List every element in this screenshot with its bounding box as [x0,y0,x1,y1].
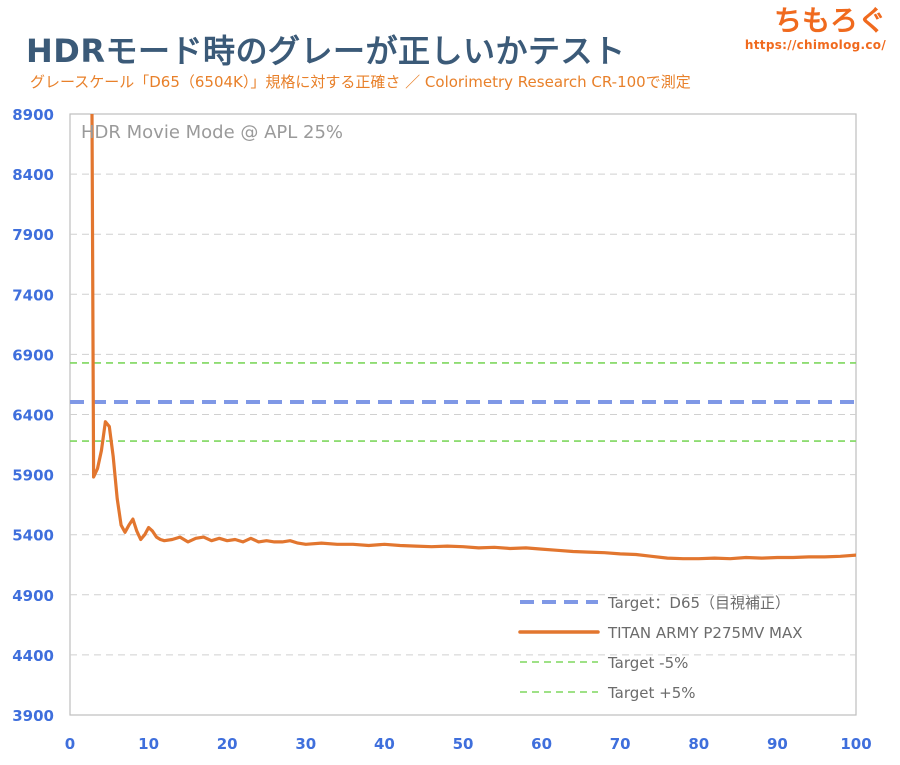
series-line-1 [90,114,856,561]
y-tick-label: 5900 [12,467,54,485]
brand-name: ちもろぐ [773,4,886,37]
y-tick-label: 5400 [12,527,54,545]
x-tick-label: 60 [531,735,552,753]
x-tick-label: 90 [767,735,788,753]
x-tick-label: 80 [688,735,709,753]
y-tick-label: 6400 [12,407,54,425]
y-tick-label: 8900 [12,106,54,124]
x-tick-label: 100 [840,735,871,753]
brand-logo: ちもろぐ https://chimolog.co/ [745,4,886,52]
x-tick-label: 10 [138,735,159,753]
x-tick-label: 50 [453,735,474,753]
brand-url: https://chimolog.co/ [744,38,886,52]
y-tick-label: 6900 [12,346,54,364]
chart-subtitle: グレースケール「D65（6504K）」規格に対する正確さ ／ Colorimet… [30,73,691,91]
x-tick-label: 70 [610,735,631,753]
y-tick-label: 4400 [12,647,54,665]
y-tick-label: 8400 [12,166,54,184]
x-tick-label: 20 [217,735,238,753]
y-tick-label: 3900 [12,707,54,725]
legend-label-3: Target +5% [607,684,696,702]
chart-title: HDRモード時のグレーが正しいかテスト [26,32,626,70]
chart-annotation: HDR Movie Mode @ APL 25% [81,122,343,143]
legend-label-0: Target：D65（目視補正） [607,594,790,612]
x-tick-label: 0 [65,735,75,753]
legend-label-1: TITAN ARMY P275MV MAX [607,624,803,642]
y-tick-label: 7900 [12,226,54,244]
x-tick-label: 30 [295,735,316,753]
y-tick-label: 4900 [12,587,54,605]
legend-label-2: Target -5% [607,654,688,672]
x-tick-label: 40 [374,735,395,753]
y-tick-label: 7400 [12,286,54,304]
